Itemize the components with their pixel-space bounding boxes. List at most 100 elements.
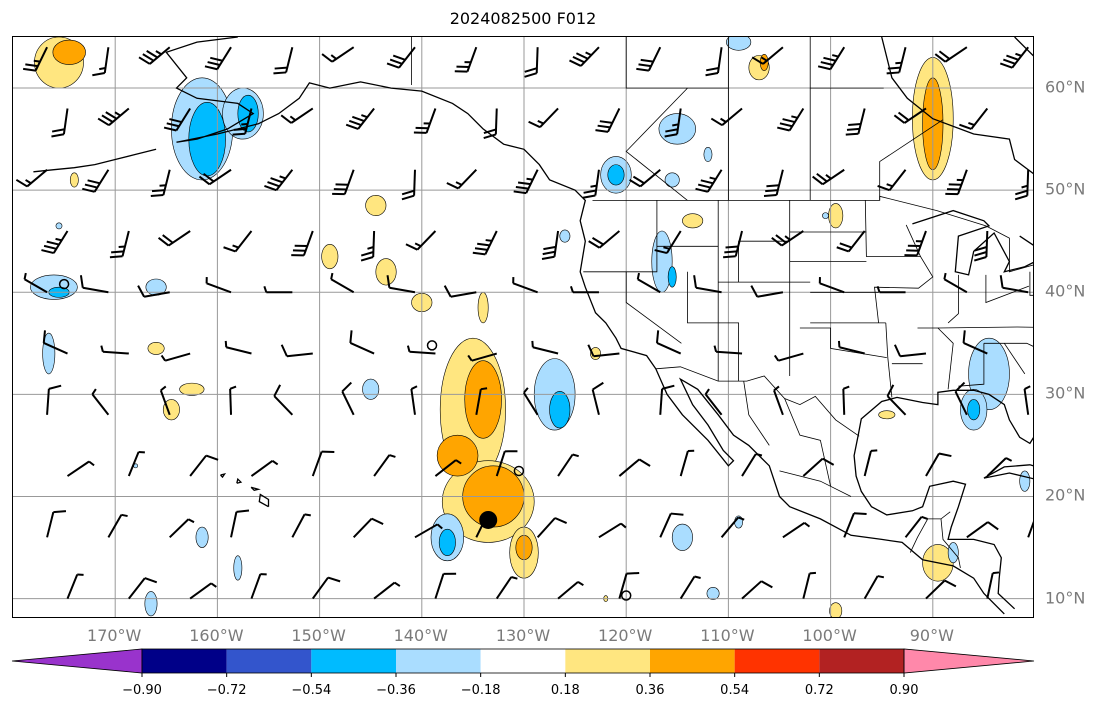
wind-barb <box>528 107 559 129</box>
colorbar-tick-label: 0.90 <box>889 683 919 698</box>
wind-barb <box>659 384 675 415</box>
calm-circle <box>513 465 525 477</box>
colorbar-extend-low <box>11 648 143 674</box>
wind-barb <box>636 46 662 72</box>
wind-barb <box>802 457 835 477</box>
wind-barb <box>373 581 401 600</box>
border-line <box>909 511 951 553</box>
calm-circle <box>426 340 438 351</box>
wind-barb <box>109 230 130 259</box>
wind-barb <box>557 581 584 600</box>
shaded-contour-area <box>179 382 205 396</box>
border-line <box>779 470 852 497</box>
shaded-contour-area <box>233 555 243 581</box>
wind-barb <box>654 230 682 255</box>
border-line <box>940 518 961 568</box>
border-line <box>655 366 860 437</box>
wind-barb <box>97 107 130 127</box>
shaded-contour-area <box>1019 470 1031 492</box>
wind-barb <box>943 272 968 294</box>
wind-barb <box>925 579 957 600</box>
latitude-label: 60°N <box>1045 77 1086 97</box>
wind-barb <box>138 46 171 65</box>
wind-barb <box>541 230 560 261</box>
coastline <box>912 209 1033 276</box>
wind-barb <box>1027 521 1033 538</box>
shaded-contour-area <box>947 542 959 564</box>
wind-barb <box>159 385 171 416</box>
colorbar-segment <box>226 649 312 673</box>
wind-barb <box>483 108 498 139</box>
calm-circle <box>58 278 70 290</box>
coastline <box>258 493 270 508</box>
colorbar-segment <box>480 649 566 673</box>
wind-barb <box>82 169 110 193</box>
wind-barb <box>223 230 253 253</box>
shaded-contour-area <box>607 164 625 186</box>
shaded-contour-area <box>237 94 259 133</box>
wind-barb <box>467 352 498 362</box>
wind-barb <box>229 385 237 415</box>
wind-barb <box>966 521 999 539</box>
wind-barb <box>618 458 651 477</box>
wind-barb <box>679 449 695 477</box>
longitude-label: 170°W <box>87 626 142 645</box>
border-line <box>917 327 954 390</box>
wind-barb <box>904 230 927 257</box>
border-line <box>1003 343 1026 375</box>
wind-barb <box>886 46 907 75</box>
wind-barb <box>773 385 784 416</box>
colorbar-segment <box>311 649 396 673</box>
shaded-contour-area <box>52 39 86 65</box>
wind-barb <box>321 46 355 63</box>
wind-barb <box>843 512 867 538</box>
wind-barb <box>51 108 69 138</box>
wind-barb <box>959 107 989 130</box>
wind-barb <box>92 47 110 77</box>
wind-barb <box>264 169 294 192</box>
wind-barb <box>330 272 355 294</box>
wind-barb <box>679 575 701 600</box>
wind-barb <box>659 512 684 538</box>
wind-barb <box>513 169 539 195</box>
colorbar-segment <box>565 649 650 673</box>
wind-barb <box>475 387 488 415</box>
coastline <box>250 486 261 492</box>
wind-barb <box>591 381 604 416</box>
wind-barb <box>495 450 518 477</box>
border-line <box>864 200 934 323</box>
map-panel[interactable] <box>12 36 1034 618</box>
wind-barb <box>349 330 375 355</box>
border-line <box>687 271 739 382</box>
longitude-label: 140°W <box>393 626 448 645</box>
coastline <box>1014 37 1033 57</box>
wind-barb <box>876 285 906 294</box>
wind-barb <box>66 573 84 599</box>
wind-barb <box>713 345 743 355</box>
wind-barb <box>280 344 313 358</box>
wind-barb <box>664 108 682 138</box>
wind-barb <box>999 46 1029 69</box>
border-line <box>625 87 688 201</box>
wind-barb <box>582 169 600 199</box>
shaded-contour-area <box>144 591 158 617</box>
colorbar-tick-label: 0.72 <box>804 683 834 698</box>
wind-barb <box>693 275 722 294</box>
wind-barb <box>443 285 477 298</box>
map-title: 2024082500 F012 <box>449 9 597 28</box>
border-line <box>958 343 985 387</box>
wind-barb <box>695 169 723 193</box>
wind-barb <box>812 168 845 186</box>
border-line <box>592 195 1033 273</box>
longitude-label: 130°W <box>495 626 551 645</box>
wind-barb <box>710 107 743 127</box>
shaded-contour-area <box>69 172 79 188</box>
border-line <box>885 322 893 398</box>
shaded-contour-area <box>438 528 456 556</box>
wind-barb <box>263 285 293 294</box>
latitude-label: 40°N <box>1045 281 1086 301</box>
wind-barb <box>160 352 191 362</box>
shaded-contour-area <box>664 172 680 188</box>
shaded-contour-area <box>667 266 677 288</box>
wind-barb <box>414 523 443 539</box>
